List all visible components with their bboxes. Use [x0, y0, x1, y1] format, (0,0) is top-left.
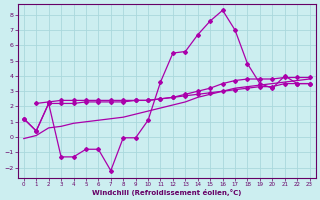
X-axis label: Windchill (Refroidissement éolien,°C): Windchill (Refroidissement éolien,°C): [92, 189, 241, 196]
